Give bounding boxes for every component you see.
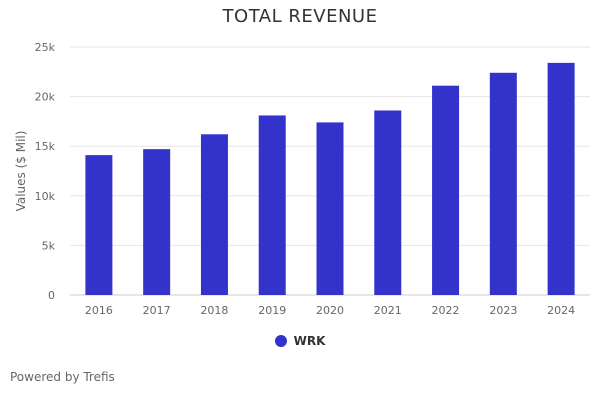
legend[interactable]: WRK — [0, 334, 600, 348]
powered-by-credit: Powered by Trefis — [10, 370, 115, 384]
y-tick-label: 25k — [35, 41, 56, 54]
bar-2022[interactable] — [432, 85, 460, 295]
legend-swatch-wrk — [274, 335, 287, 347]
y-tick-layer: 0 5k 10k 15k 20k 25k — [35, 41, 56, 302]
bar-2019[interactable] — [258, 115, 286, 295]
y-tick-label: 10k — [35, 190, 56, 203]
bar-2017[interactable] — [143, 149, 171, 295]
y-tick-label: 0 — [48, 289, 55, 302]
x-tick-label: 2021 — [374, 304, 402, 317]
bar-2018[interactable] — [200, 134, 228, 295]
x-tick-layer: 2016 2017 2018 2019 2020 2021 2022 2023 2024 — [85, 304, 575, 317]
x-tick-label: 2020 — [316, 304, 344, 317]
x-tick-label: 2017 — [143, 304, 171, 317]
bar-2023[interactable] — [489, 72, 517, 296]
x-tick-label: 2023 — [489, 304, 517, 317]
bar-layer — [85, 62, 575, 296]
x-tick-label: 2016 — [85, 304, 113, 317]
y-tick-label: 20k — [35, 91, 56, 104]
y-tick-label: 5k — [42, 239, 56, 252]
x-tick-label: 2018 — [200, 304, 228, 317]
chart-title: TOTAL REVENUE — [222, 6, 378, 27]
bar-2016[interactable] — [85, 155, 113, 295]
x-tick-label: 2024 — [547, 304, 575, 317]
y-axis-title: Values ($ Mil) — [14, 131, 28, 212]
y-tick-label: 15k — [35, 140, 56, 153]
legend-label-wrk[interactable]: WRK — [293, 334, 326, 348]
x-tick-label: 2022 — [432, 304, 460, 317]
bar-2020[interactable] — [316, 122, 344, 295]
x-tick-label: 2019 — [258, 304, 286, 317]
bar-2024[interactable] — [547, 62, 575, 295]
bar-2021[interactable] — [374, 110, 402, 295]
